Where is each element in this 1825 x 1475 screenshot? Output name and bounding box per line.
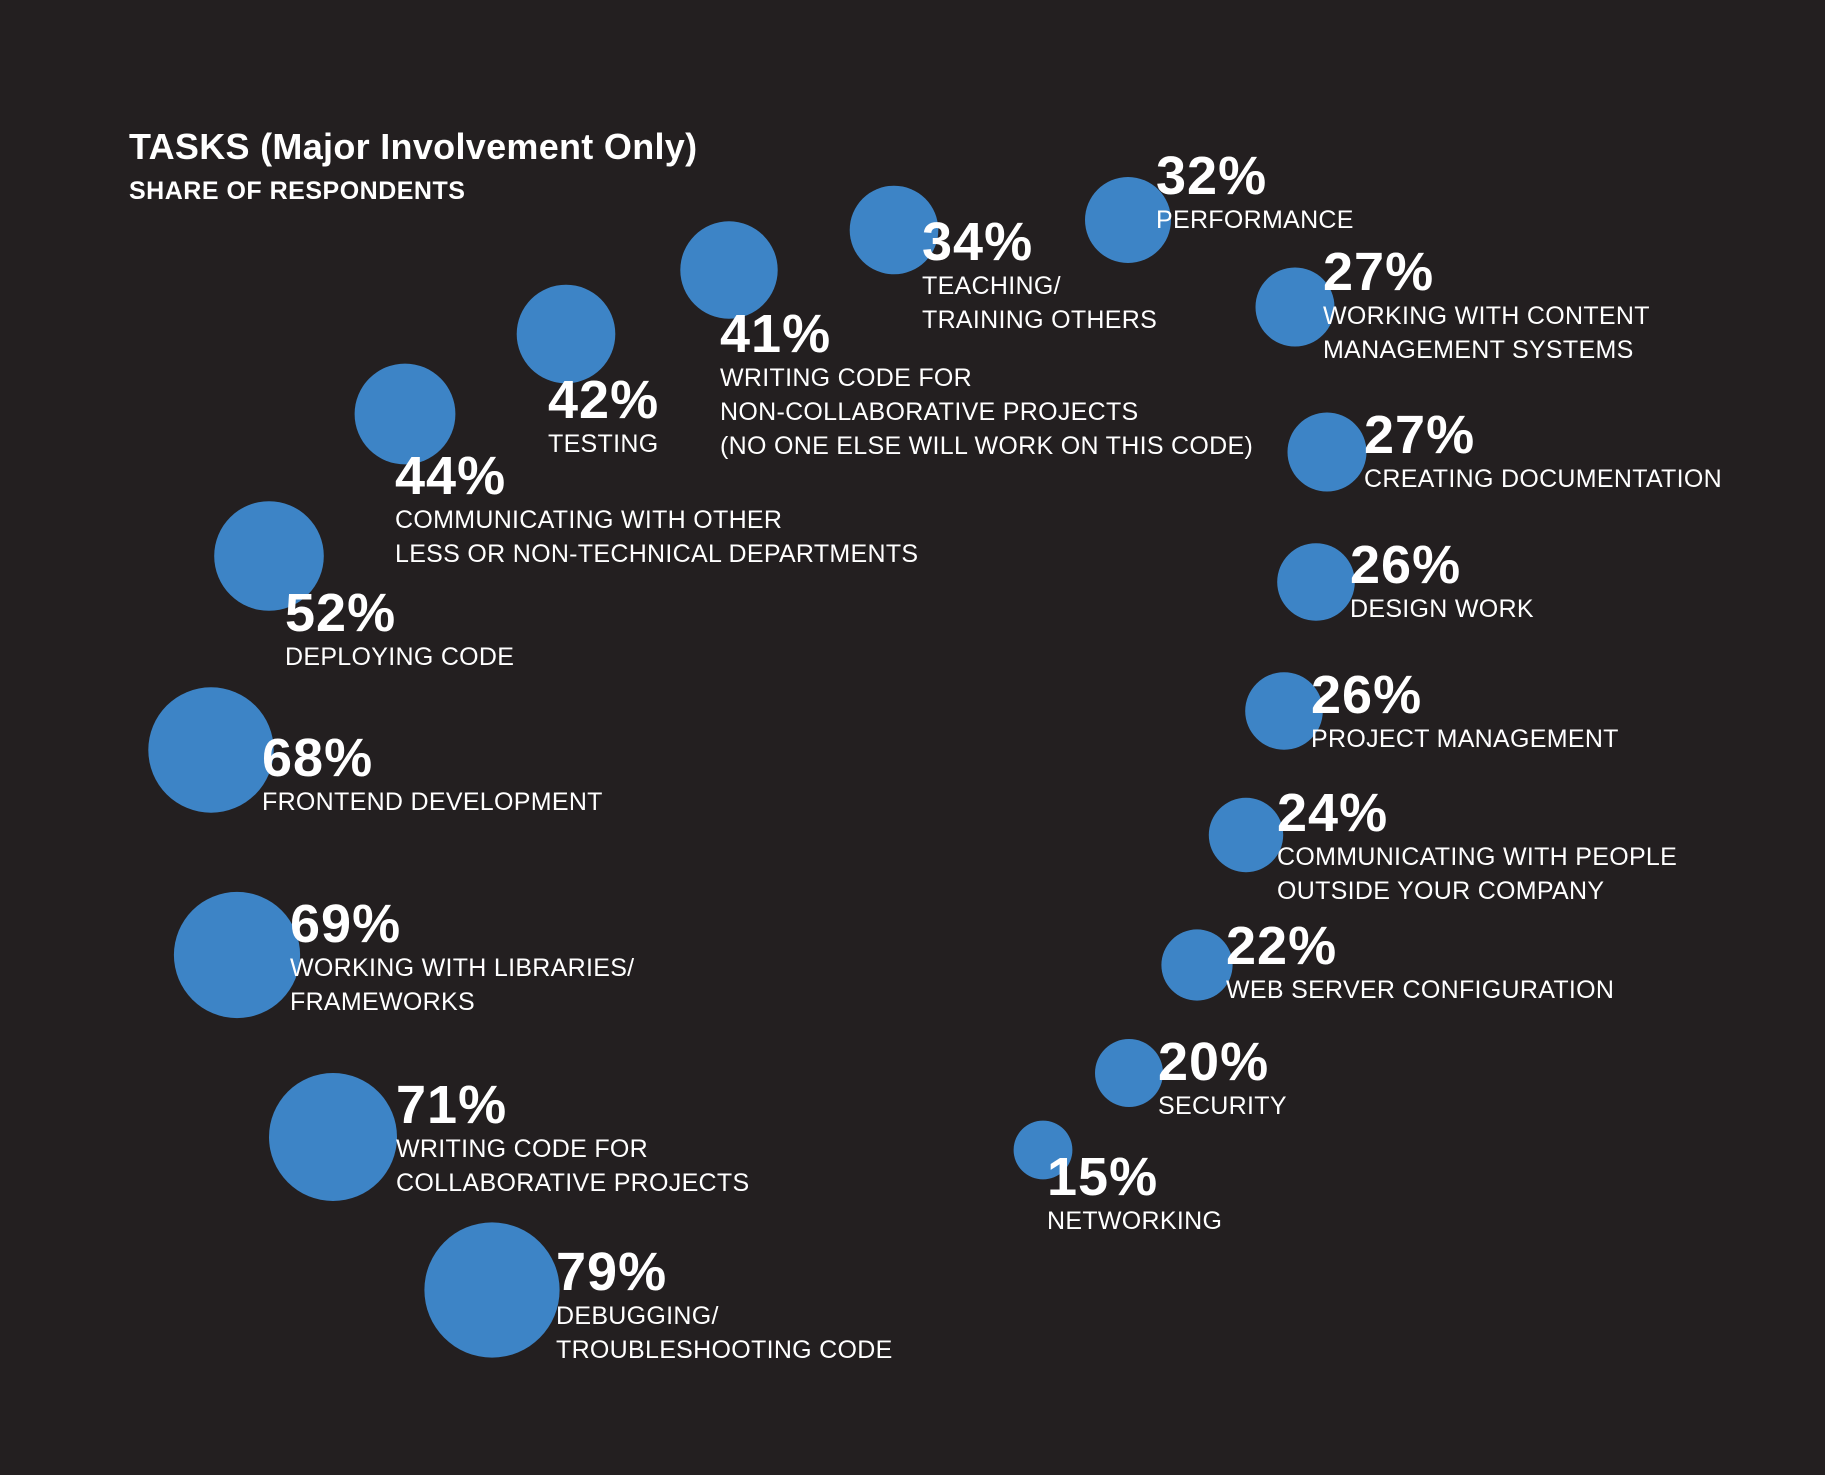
category-label: DEBUGGING/ [556,1302,719,1330]
value-label: 69% [290,894,402,954]
value-label: 24% [1277,783,1389,843]
bubble-label-3: 69% WORKING WITH LIBRARIES/FRAMEWORKS [290,897,634,1019]
bubble-label-7: 42% TESTING [548,373,659,461]
category-label: NETWORKING [1047,1207,1223,1235]
category-label: TRAINING OTHERS [922,306,1158,334]
category-label: FRAMEWORKS [290,988,475,1016]
bubble-7 [516,284,616,384]
category-label: WRITING CODE FOR [720,364,973,392]
category-label: DESIGN WORK [1350,595,1534,623]
category-label: LESS OR NON-TECHNICAL DEPARTMENTS [395,540,919,568]
category-label: NON-COLLABORATIVE PROJECTS [720,398,1139,426]
value-label: 34% [922,212,1034,272]
bubble-label-8: 41% WRITING CODE FOR NON-COLLABORATIVE PRO… [720,307,1253,463]
value-label: 32% [1156,146,1268,206]
bubble-label-12: 27% CREATING DOCUMENTATION [1364,408,1722,496]
bubble-15 [1208,797,1284,873]
value-label: 15% [1047,1147,1159,1207]
bubble-label-11: 27% WORKING WITH CONTENT MANAGEMENT SYSTEM… [1323,245,1650,367]
category-label: SECURITY [1158,1092,1287,1120]
bubble-2 [269,1073,397,1201]
category-label: WORKING WITH CONTENT [1323,302,1650,330]
bubble-13 [1277,543,1355,621]
value-label: 42% [548,370,660,430]
bubble-17 [1095,1039,1163,1107]
bubble-label-15: 24% COMMUNICATING WITH PEOPLE OUTSIDE YOUR… [1277,786,1677,908]
bubble-label-18: 15% NETWORKING [1047,1150,1222,1238]
value-label: 26% [1311,665,1423,725]
category-label: TROUBLESHOOTING CODE [556,1336,893,1364]
bubble-label-14: 26% PROJECT MANAGEMENT [1311,668,1619,756]
bubble-4 [148,687,274,813]
chart-subtitle: SHARE OF RESPONDENTS [129,177,466,205]
bubble-5 [214,501,324,611]
bubble-label-10: 32% PERFORMANCE [1156,149,1354,237]
category-label: PERFORMANCE [1156,206,1354,234]
value-label: 26% [1350,535,1462,595]
value-label: 22% [1226,916,1338,976]
value-label: 79% [556,1242,668,1302]
value-label: 27% [1323,242,1435,302]
category-label: OUTSIDE YOUR COMPANY [1277,877,1605,905]
category-label: MANAGEMENT SYSTEMS [1323,336,1634,364]
bubble-label-1: 79% DEBUGGING/TROUBLESHOOTING CODE [556,1245,893,1367]
value-label: 68% [262,728,374,788]
bubble-6 [354,363,456,465]
bubble-label-13: 26% DESIGN WORK [1350,538,1534,626]
value-label: 20% [1158,1032,1270,1092]
bubble-label-6: 44% COMMUNICATING WITH OTHER LESS OR NON-T… [395,449,918,571]
bubble-16 [1161,929,1233,1001]
category-label: WRITING CODE FOR [396,1135,649,1163]
value-label: 27% [1364,405,1476,465]
bubble-3 [173,891,301,1019]
bubble-label-2: 71% WRITING CODE FOR COLLABORATIVE PROJECT… [396,1078,749,1200]
bubble-label-9: 34% TEACHING/TRAINING OTHERS [922,215,1157,337]
chart-title: TASKS (Major Involvement Only) [129,126,698,167]
category-label: WEB SERVER CONFIGURATION [1226,976,1615,1004]
category-label: PROJECT MANAGEMENT [1311,725,1619,753]
bubble-label-4: 68% FRONTEND DEVELOPMENT [262,731,603,819]
bubble-10 [1085,177,1171,263]
bubble-label-5: 52% DEPLOYING CODE [285,586,514,674]
bubble-9 [849,185,939,275]
value-label: 44% [395,446,507,506]
category-label: (NO ONE ELSE WILL WORK ON THIS CODE) [720,432,1254,460]
bubble-18 [1013,1120,1073,1180]
value-label: 71% [396,1075,508,1135]
bubble-1 [424,1222,560,1358]
bubble-14 [1245,672,1323,750]
category-label: TESTING [548,430,659,458]
category-label: DEPLOYING CODE [285,643,515,671]
value-label: 52% [285,583,397,643]
bubble-8 [680,221,778,319]
category-label: COMMUNICATING WITH PEOPLE [1277,843,1678,871]
bubble-label-16: 22% WEB SERVER CONFIGURATION [1226,919,1614,1007]
category-label: WORKING WITH LIBRARIES/ [290,954,635,982]
category-label: TEACHING/ [922,272,1061,300]
value-label: 41% [720,304,832,364]
category-label: FRONTEND DEVELOPMENT [262,788,603,816]
bubble-11 [1255,267,1335,347]
bubble-12 [1287,412,1367,492]
category-label: CREATING DOCUMENTATION [1364,465,1722,493]
bubble-label-17: 20% SECURITY [1158,1035,1287,1123]
category-label: COLLABORATIVE PROJECTS [396,1169,750,1197]
category-label: COMMUNICATING WITH OTHER [395,506,783,534]
